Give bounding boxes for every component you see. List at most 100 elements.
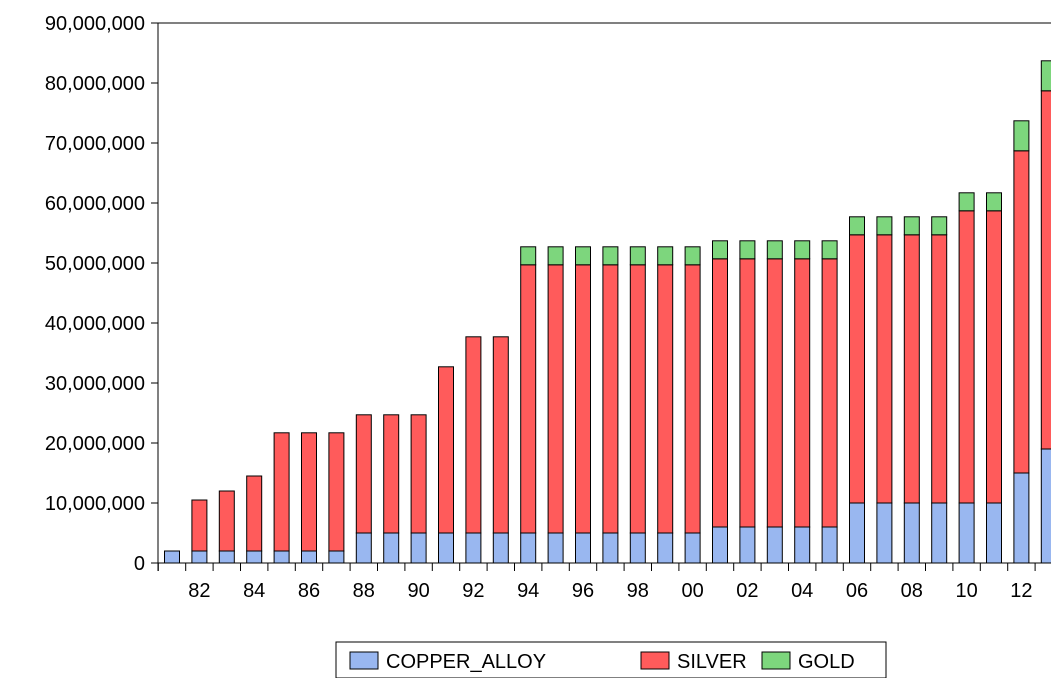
- bar-silver-1984: [246, 475, 263, 552]
- bar-silver-1990: [410, 414, 427, 534]
- bar-gold-2000: [684, 246, 701, 266]
- bar-silver-1987: [328, 432, 345, 552]
- bar-silver-1994: [520, 264, 537, 534]
- bar-copper-alloy-1993: [492, 532, 509, 564]
- bar-gold-1995: [547, 246, 564, 266]
- bar-silver-2005: [821, 258, 838, 528]
- x-tick-label: 94: [517, 580, 539, 602]
- bar-copper-alloy-1995: [547, 532, 564, 564]
- bar-silver-2009: [931, 234, 948, 504]
- bars-layer: [164, 60, 1051, 564]
- bar-copper-alloy-1989: [383, 532, 400, 564]
- bar-silver-1985: [273, 432, 290, 552]
- bar-copper-alloy-2001: [712, 526, 728, 564]
- y-tick-label: 50,000,000: [45, 253, 145, 275]
- bar-gold-1998: [629, 246, 646, 266]
- bar-gold-2006: [849, 216, 865, 236]
- bar-silver-2001: [712, 258, 728, 528]
- bar-copper-alloy-2009: [931, 502, 948, 564]
- bar-silver-1999: [657, 264, 674, 534]
- bar-silver-2002: [739, 258, 756, 528]
- y-tick-label: 90,000,000: [45, 13, 145, 35]
- bar-copper-alloy-1998: [629, 532, 646, 564]
- x-tick-label: 86: [298, 580, 320, 602]
- bar-copper-alloy-1999: [657, 532, 674, 564]
- x-tick-label: 90: [407, 580, 429, 602]
- bar-gold-2010: [958, 192, 975, 212]
- bar-gold-2005: [821, 240, 838, 260]
- bar-silver-1998: [629, 264, 646, 534]
- bar-silver-1989: [383, 414, 400, 534]
- bar-copper-alloy-1982: [191, 550, 208, 564]
- bar-copper-alloy-2013: [1040, 448, 1051, 564]
- x-tick-label: 02: [736, 580, 758, 602]
- bar-copper-alloy-2002: [739, 526, 756, 564]
- bar-gold-2004: [794, 240, 811, 260]
- bar-silver-1983: [218, 490, 235, 552]
- bar-copper-alloy-2000: [684, 532, 701, 564]
- bar-silver-2007: [876, 234, 893, 504]
- bar-silver-1991: [438, 366, 454, 534]
- bar-copper-alloy-2010: [958, 502, 975, 564]
- bar-copper-alloy-1996: [575, 532, 591, 564]
- bar-silver-1988: [355, 414, 372, 534]
- y-tick-label: 20,000,000: [45, 433, 145, 455]
- bar-silver-1995: [547, 264, 564, 534]
- axes-layer: 0 10,000,000 20,000,000 30,000,000 40,000,00…: [45, 13, 1051, 602]
- bar-copper-alloy-1990: [410, 532, 427, 564]
- y-tick-label: 0: [134, 553, 145, 575]
- bar-silver-2008: [903, 234, 920, 504]
- legend-swatch-copper-alloy: [349, 651, 379, 670]
- x-tick-label: 06: [846, 580, 868, 602]
- bar-gold-1996: [575, 246, 591, 266]
- bar-copper-alloy-1981: [164, 550, 180, 564]
- legend: COPPER_ALLOY SILVER GOLD: [335, 641, 887, 678]
- x-tick-label: 12: [1010, 580, 1032, 602]
- bar-copper-alloy-2007: [876, 502, 893, 564]
- x-tick-label: 96: [572, 580, 594, 602]
- bar-copper-alloy-1991: [438, 532, 454, 564]
- bar-silver-1997: [602, 264, 619, 534]
- bar-copper-alloy-1984: [246, 550, 263, 564]
- bar-copper-alloy-1983: [218, 550, 235, 564]
- bar-silver-2003: [766, 258, 783, 528]
- legend-label-silver: SILVER: [677, 651, 747, 673]
- bar-copper-alloy-1994: [520, 532, 537, 564]
- y-tick-label: 80,000,000: [45, 73, 145, 95]
- legend-label-gold: GOLD: [798, 651, 855, 673]
- bar-copper-alloy-2006: [849, 502, 865, 564]
- bar-silver-2010: [958, 210, 975, 504]
- bar-copper-alloy-1987: [328, 550, 345, 564]
- legend-swatch-gold: [761, 651, 791, 670]
- bar-silver-1993: [492, 336, 509, 534]
- bar-copper-alloy-2012: [1013, 472, 1030, 564]
- x-tick-label: 88: [353, 580, 375, 602]
- y-tick-label: 70,000,000: [45, 133, 145, 155]
- bar-copper-alloy-2004: [794, 526, 811, 564]
- bar-silver-1992: [465, 336, 482, 534]
- bar-silver-1996: [575, 264, 591, 534]
- bar-copper-alloy-2005: [821, 526, 838, 564]
- bar-gold-2008: [903, 216, 920, 236]
- bar-copper-alloy-1992: [465, 532, 482, 564]
- x-tick-label: 04: [791, 580, 813, 602]
- legend-label-copper-alloy: COPPER_ALLOY: [386, 651, 546, 673]
- bar-gold-2007: [876, 216, 893, 236]
- bar-gold-2001: [712, 240, 728, 260]
- bar-copper-alloy-2011: [986, 502, 1002, 564]
- bar-copper-alloy-1986: [301, 550, 317, 564]
- x-tick-label: 92: [462, 580, 484, 602]
- x-tick-label: 00: [681, 580, 703, 602]
- bar-gold-2003: [766, 240, 783, 260]
- bar-silver-2000: [684, 264, 701, 534]
- bar-silver-2006: [849, 234, 865, 504]
- bar-gold-2002: [739, 240, 756, 260]
- x-tick-label: 84: [243, 580, 265, 602]
- bar-copper-alloy-2008: [903, 502, 920, 564]
- bar-gold-2013: [1040, 60, 1051, 92]
- x-tick-label: 08: [901, 580, 923, 602]
- x-tick-label: 82: [188, 580, 210, 602]
- legend-box: [335, 641, 887, 678]
- bar-gold-2009: [931, 216, 948, 236]
